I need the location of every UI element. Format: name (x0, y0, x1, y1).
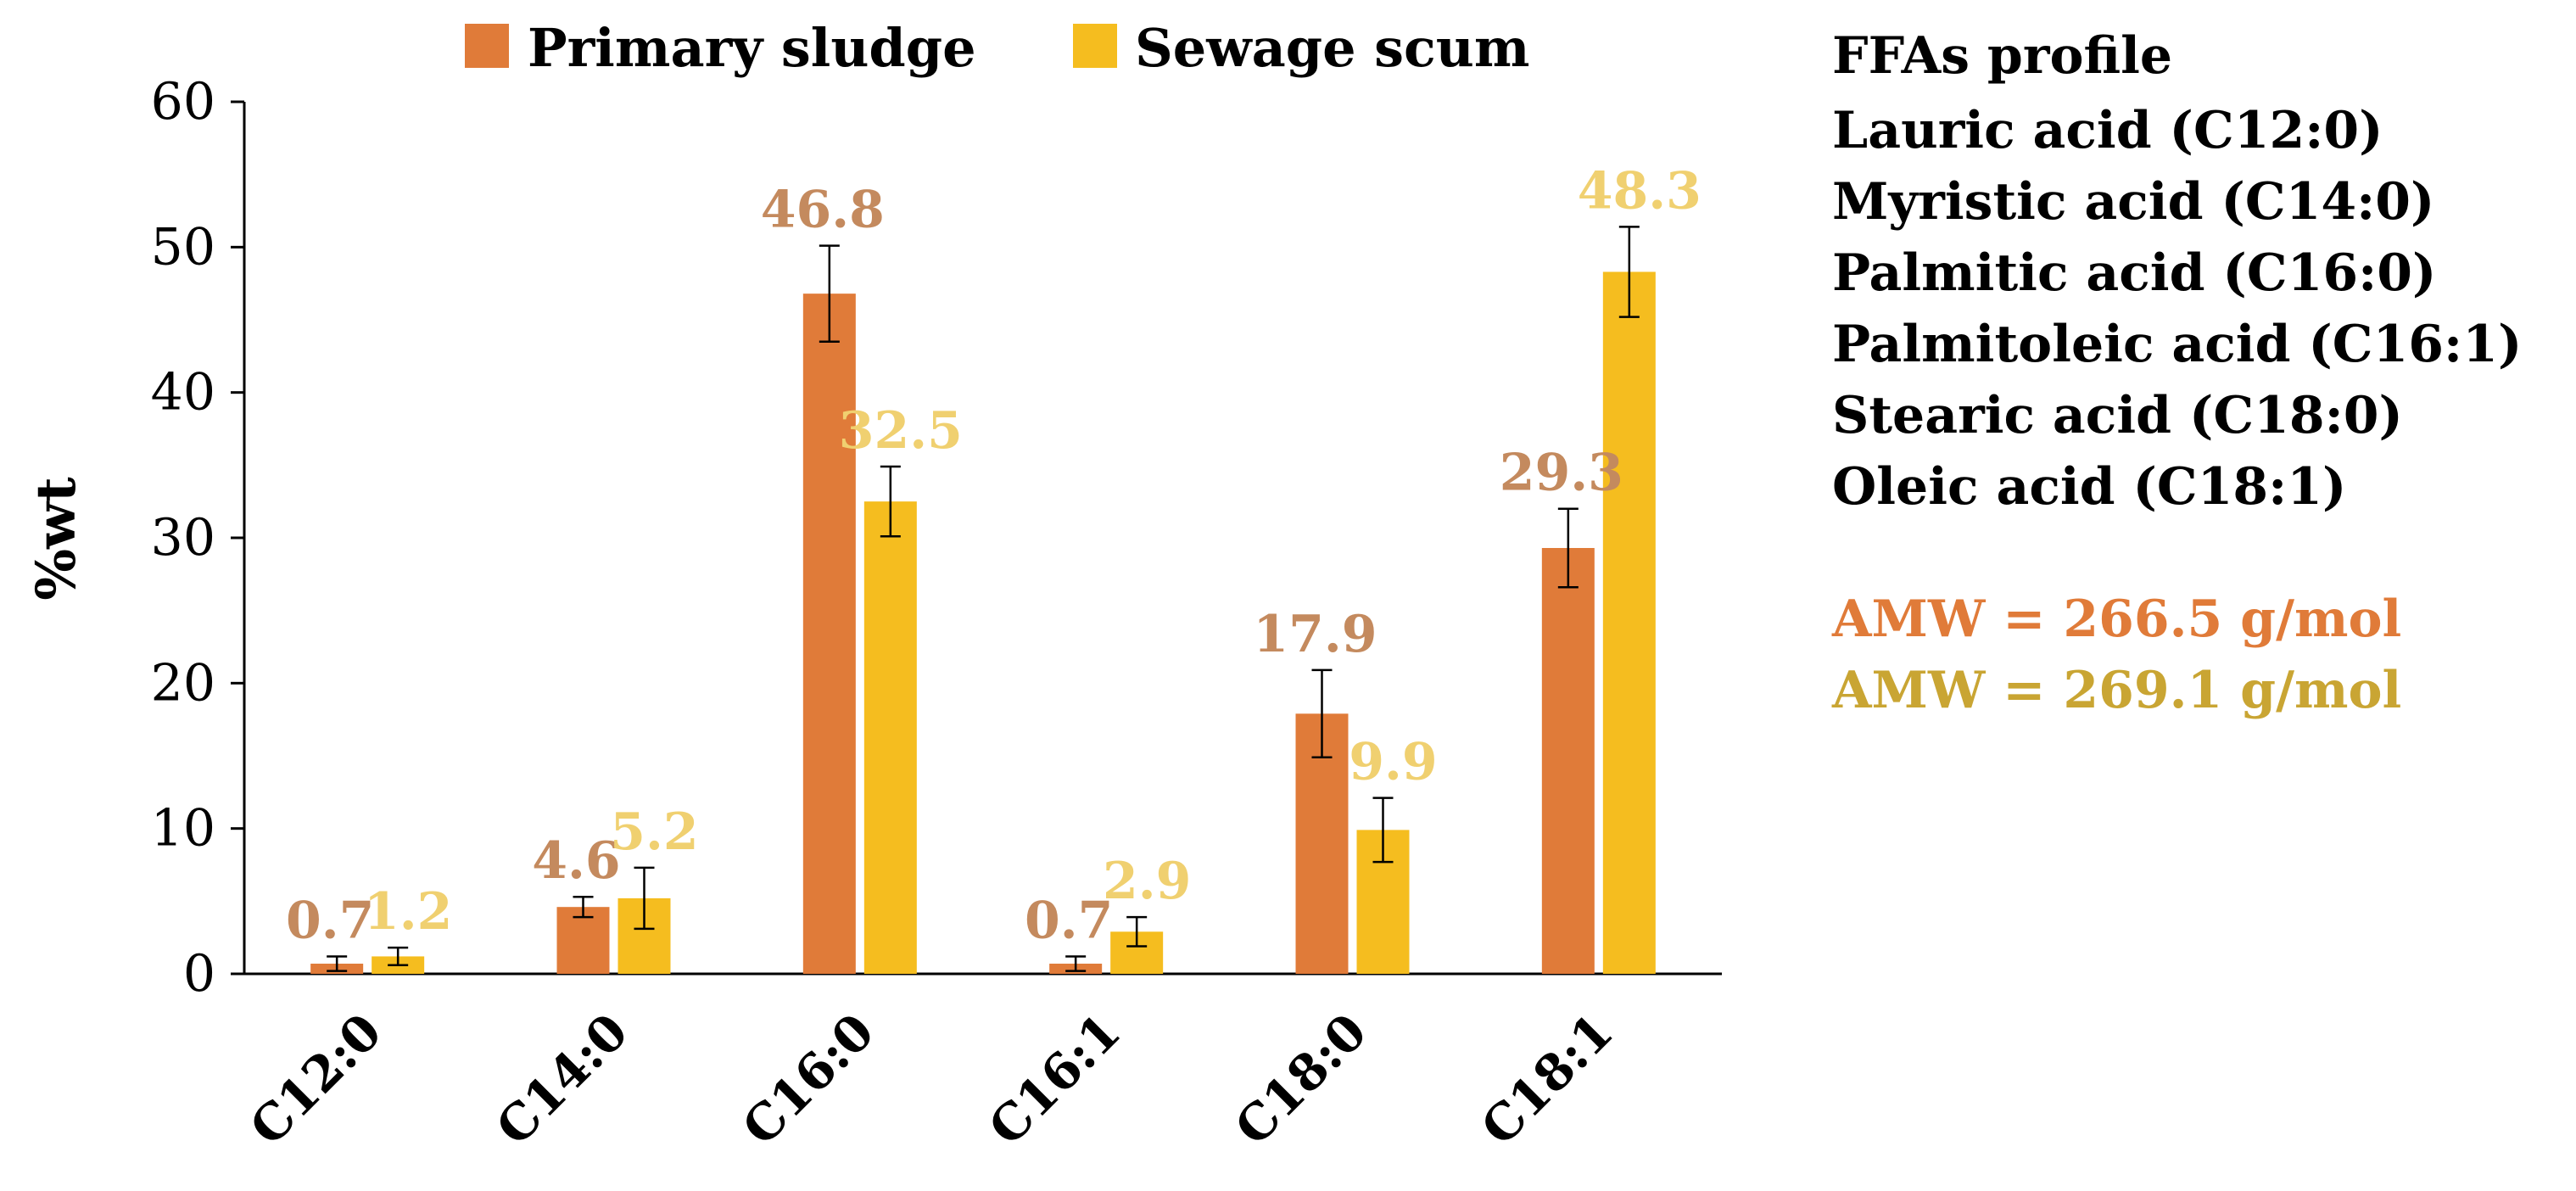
bar (1602, 271, 1656, 975)
data-label: 46.8 (761, 181, 885, 240)
x-tick-label: C16:0 (731, 1003, 885, 1156)
acid-item-myristic: Myristic acid (C14:0) (1832, 172, 2435, 232)
y-tick-label: 10 (151, 799, 215, 858)
bar (863, 501, 917, 974)
x-tick-labels: C12:0 C14:0 C16:0 C16:1 C18:0 C18:1 (239, 1003, 1624, 1156)
y-tick-label: 40 (151, 363, 215, 422)
data-label: 0.7 (1025, 891, 1113, 950)
legend-label-primary-sludge: Primary sludge (528, 17, 976, 79)
y-tick-label: 60 (151, 72, 215, 131)
y-tick-label: 30 (151, 508, 215, 568)
acid-item-stearic: Stearic acid (C18:0) (1832, 386, 2403, 445)
value-labels: 0.71.24.65.246.832.50.72.917.99.929.348.… (286, 161, 1702, 950)
data-label: 0.7 (286, 891, 374, 950)
legend-swatch-primary-sludge (465, 24, 509, 68)
bars (310, 271, 1656, 975)
acid-item-palmitoleic: Palmitoleic acid (C16:1) (1832, 315, 2523, 374)
x-tick-label: C18:0 (1224, 1003, 1377, 1156)
acid-item-palmitic: Palmitic acid (C16:0) (1832, 243, 2437, 303)
data-label: 1.2 (364, 882, 452, 942)
legend-swatch-sewage-scum (1073, 24, 1117, 68)
amw-sewage-scum: AMW = 269.1 g/mol (1832, 661, 2402, 720)
x-tick-label: C12:0 (239, 1003, 393, 1156)
data-label: 5.2 (610, 802, 698, 862)
data-label: 32.5 (839, 401, 963, 461)
data-label: 4.6 (532, 831, 620, 891)
data-label: 29.3 (1500, 444, 1623, 503)
data-label: 17.9 (1253, 605, 1377, 664)
x-tick-label: C16:1 (978, 1003, 1132, 1156)
y-axis-label: %wt (25, 477, 88, 601)
ffa-profile-title: FFAs profile (1832, 26, 2173, 86)
acid-list: Lauric acid (C12:0) Myristic acid (C14:0… (1832, 95, 2562, 523)
data-label: 9.9 (1349, 733, 1437, 792)
acid-item-lauric: Lauric acid (C12:0) (1832, 101, 2383, 160)
y-tick-label: 20 (151, 653, 215, 713)
axes: 0 10 20 30 40 50 60 (151, 72, 1722, 1004)
ffa-profile-panel: FFAs profile Lauric acid (C12:0) Myristi… (1832, 20, 2562, 726)
legend: Primary sludge Sewage scum (465, 17, 1529, 79)
acid-item-oleic: Oleic acid (C18:1) (1832, 457, 2347, 517)
y-tick-label: 50 (151, 217, 215, 277)
bar (802, 294, 856, 974)
bar (1541, 547, 1595, 974)
x-tick-label: C14:0 (485, 1003, 639, 1156)
x-tick-label: C18:1 (1470, 1003, 1623, 1156)
data-label: 2.9 (1103, 852, 1191, 911)
y-tick-label: 0 (183, 944, 215, 1004)
error-bars (327, 226, 1640, 972)
amw-primary-sludge: AMW = 266.5 g/mol (1832, 590, 2402, 649)
legend-label-sewage-scum: Sewage scum (1135, 17, 1529, 79)
data-label: 48.3 (1578, 161, 1702, 221)
